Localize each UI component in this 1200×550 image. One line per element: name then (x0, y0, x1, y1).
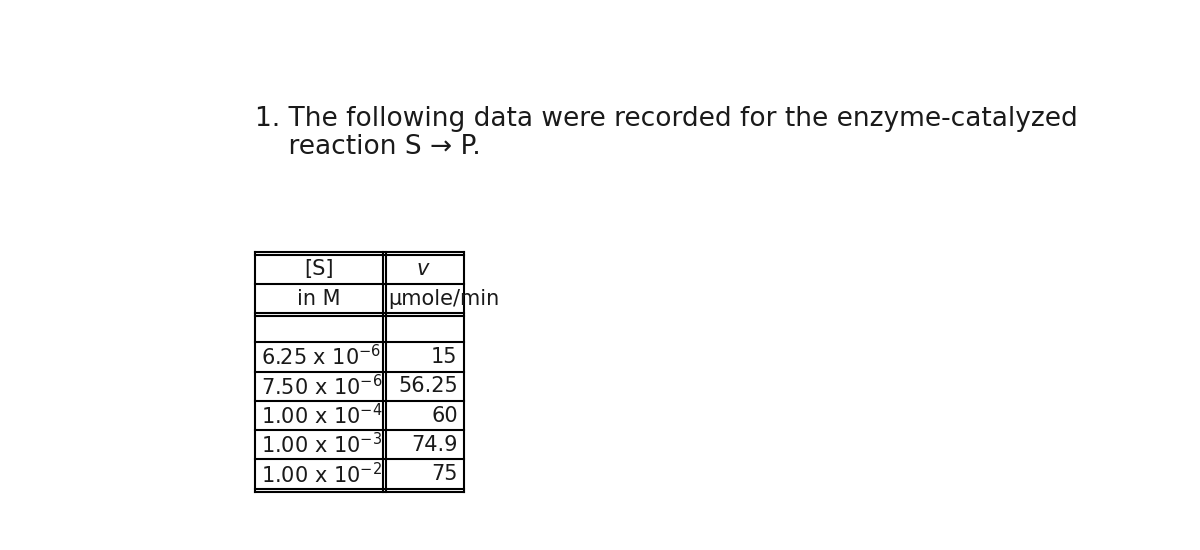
Text: 1. The following data were recorded for the enzyme-catalyzed: 1. The following data were recorded for … (254, 106, 1078, 132)
Text: 1.00 x 10$^{-2}$: 1.00 x 10$^{-2}$ (260, 461, 382, 487)
Text: $v$: $v$ (416, 259, 431, 279)
Text: 6.25 x 10$^{-6}$: 6.25 x 10$^{-6}$ (260, 344, 382, 370)
Text: 56.25: 56.25 (398, 376, 457, 397)
Text: 75: 75 (431, 464, 457, 484)
Text: 7.50 x 10$^{-6}$: 7.50 x 10$^{-6}$ (260, 373, 383, 399)
Text: 74.9: 74.9 (412, 435, 457, 455)
Text: [S]: [S] (304, 259, 334, 279)
Text: μmole/min: μmole/min (389, 289, 500, 309)
Text: 60: 60 (431, 405, 457, 426)
Text: in M: in M (296, 289, 341, 309)
Text: 1.00 x 10$^{-3}$: 1.00 x 10$^{-3}$ (260, 432, 382, 458)
Text: 1.00 x 10$^{-4}$: 1.00 x 10$^{-4}$ (260, 403, 383, 428)
Text: 15: 15 (431, 347, 457, 367)
Text: reaction S → P.: reaction S → P. (254, 134, 480, 160)
